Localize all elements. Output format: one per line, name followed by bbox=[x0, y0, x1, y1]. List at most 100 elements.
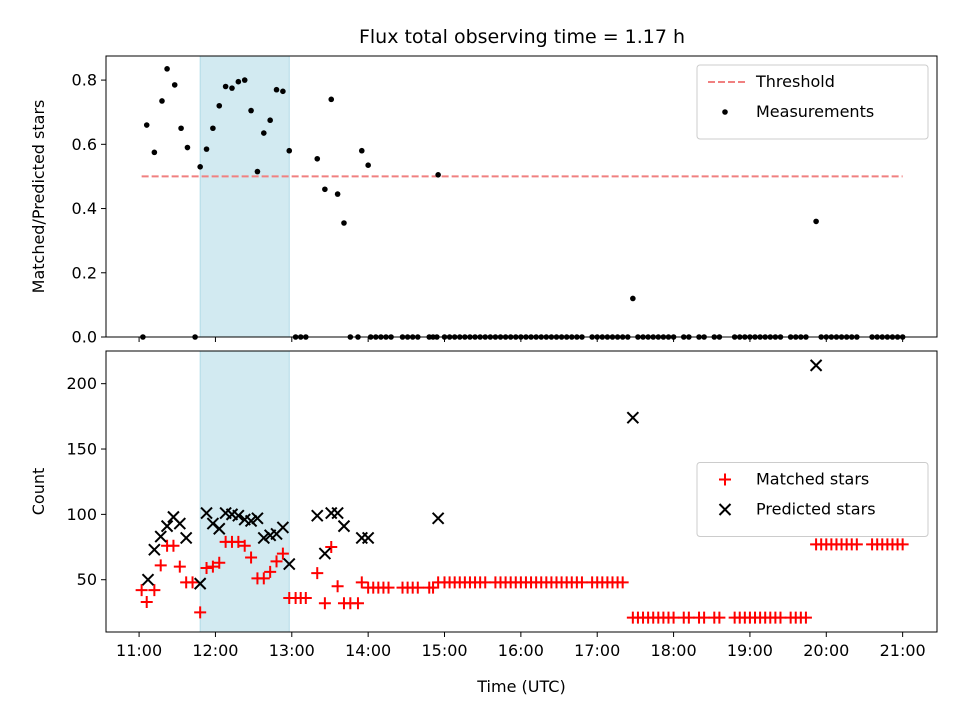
measurement-point bbox=[143, 122, 150, 128]
axes-frame bbox=[105, 55, 938, 338]
legend-label: Matched stars bbox=[756, 470, 869, 489]
matched-stars-point bbox=[238, 539, 251, 552]
observing-window-band bbox=[199, 55, 290, 338]
legend-label: Predicted stars bbox=[756, 500, 876, 519]
measurement-point bbox=[813, 218, 819, 225]
matched-stars-point bbox=[194, 606, 207, 619]
measurement-point bbox=[210, 125, 216, 132]
predicted-stars-point bbox=[311, 509, 324, 522]
measurement-point bbox=[159, 98, 165, 104]
measurement-point bbox=[630, 295, 636, 302]
predicted-stars-point bbox=[276, 521, 290, 534]
matched-stars-point bbox=[213, 556, 226, 569]
predicted-stars-point bbox=[244, 514, 258, 528]
matched-stars-point bbox=[698, 611, 711, 624]
y-tick-label: 0.6 bbox=[72, 135, 97, 154]
predicted-stars-point bbox=[331, 506, 344, 520]
legend-label: Threshold bbox=[755, 72, 835, 91]
axes-frame bbox=[105, 350, 938, 633]
predicted-stars-point bbox=[318, 547, 332, 560]
matched-stars-point bbox=[257, 572, 270, 585]
predicted-stars-point bbox=[148, 543, 161, 556]
measurement-point bbox=[254, 168, 261, 175]
x-tick-label: 14:00 bbox=[345, 641, 391, 660]
predicted-stars-point bbox=[154, 530, 167, 543]
matched-stars-point bbox=[140, 595, 153, 608]
matched-stars-point bbox=[276, 547, 289, 560]
matched-stars-point bbox=[186, 576, 199, 589]
predicted-stars-point bbox=[213, 522, 226, 535]
x-axis-label: Time (UTC) bbox=[476, 677, 565, 696]
predicted-stars-point bbox=[809, 359, 823, 372]
matched-stars-point bbox=[427, 581, 440, 594]
legend-predicted-swatch bbox=[718, 503, 732, 516]
y-tick-label: 200 bbox=[66, 374, 97, 393]
bottom-panel-counts: 50 100 150 200 11:00 12:00 13:00 14:00 15:00 16:0… bbox=[29, 350, 938, 696]
matched-stars-point bbox=[311, 567, 324, 580]
measurement-point bbox=[151, 149, 158, 156]
measurement-point bbox=[435, 172, 441, 178]
measurement-point bbox=[248, 107, 254, 114]
matched-stars-point bbox=[167, 539, 180, 552]
matched-stars-point bbox=[264, 565, 277, 578]
predicted-stars-point bbox=[257, 531, 271, 545]
measurement-point bbox=[314, 155, 321, 162]
measurement-point bbox=[273, 86, 280, 93]
matched-stars-point bbox=[173, 560, 186, 573]
matched-stars-point bbox=[154, 559, 167, 572]
y-tick-label: 0.2 bbox=[72, 263, 97, 282]
observing-window-band bbox=[199, 350, 290, 633]
matched-stars-point bbox=[355, 576, 368, 589]
y-tick-label: 50 bbox=[77, 570, 97, 589]
legend-box bbox=[696, 462, 929, 537]
predicted-stars-point bbox=[200, 506, 213, 520]
matched-stars-point bbox=[896, 538, 909, 551]
matched-stars-point bbox=[850, 538, 863, 551]
top-panel-ratio: 0.0 0.2 0.4 0.6 0.8 Matched/Predicted stars Th… bbox=[29, 55, 938, 347]
x-tick-label: 15:00 bbox=[421, 641, 467, 660]
measurement-point bbox=[235, 78, 242, 85]
matched-stars-point bbox=[479, 576, 492, 589]
y-axis-label: Matched/Predicted stars bbox=[29, 100, 48, 294]
x-tick-label: 11:00 bbox=[116, 641, 162, 660]
matched-stars-point bbox=[318, 597, 331, 610]
matched-stars-point bbox=[206, 560, 219, 573]
y-tick-label: 0.8 bbox=[72, 71, 97, 90]
matched-stars-point bbox=[411, 581, 424, 594]
legend-label: Measurements bbox=[756, 102, 874, 121]
matched-stars-point bbox=[713, 611, 726, 624]
legend: Matched stars Predicted stars bbox=[696, 462, 929, 537]
matched-stars-point bbox=[232, 535, 245, 548]
measurement-point bbox=[229, 85, 235, 91]
matched-stars-point bbox=[245, 551, 258, 564]
predicted-stars-point bbox=[179, 531, 193, 545]
measurement-point bbox=[261, 130, 267, 136]
y-tick-label: 150 bbox=[66, 440, 97, 459]
predicted-stars-point bbox=[141, 573, 155, 586]
y-axis-label: Count bbox=[29, 468, 48, 516]
chart-title: Flux total observing time = 1.17 h bbox=[359, 26, 685, 48]
x-tick-label: 21:00 bbox=[880, 641, 926, 660]
measurement-point bbox=[334, 191, 341, 197]
predicted-stars-point bbox=[626, 411, 640, 424]
measurement-point bbox=[358, 147, 365, 154]
matched-stars-point bbox=[351, 597, 364, 610]
measurement-point bbox=[341, 220, 347, 226]
measurement-point bbox=[178, 125, 184, 132]
predicted-stars-point bbox=[361, 531, 375, 545]
predicted-stars-point bbox=[193, 577, 207, 590]
measurement-point bbox=[267, 117, 273, 124]
legend-matched-swatch bbox=[719, 473, 731, 486]
matched-stars-point bbox=[299, 592, 312, 605]
legend: Threshold Measurements bbox=[696, 64, 929, 140]
measurement-point bbox=[171, 82, 178, 88]
predicted-stars-point bbox=[337, 519, 351, 533]
matched-stars-point bbox=[616, 576, 629, 589]
matched-stars-point bbox=[667, 611, 680, 624]
measurement-point bbox=[280, 88, 286, 95]
measurement-point bbox=[184, 144, 191, 151]
y-tick-label: 0.4 bbox=[72, 199, 97, 218]
measurement-point bbox=[328, 96, 335, 103]
predicted-stars-point bbox=[283, 557, 296, 571]
